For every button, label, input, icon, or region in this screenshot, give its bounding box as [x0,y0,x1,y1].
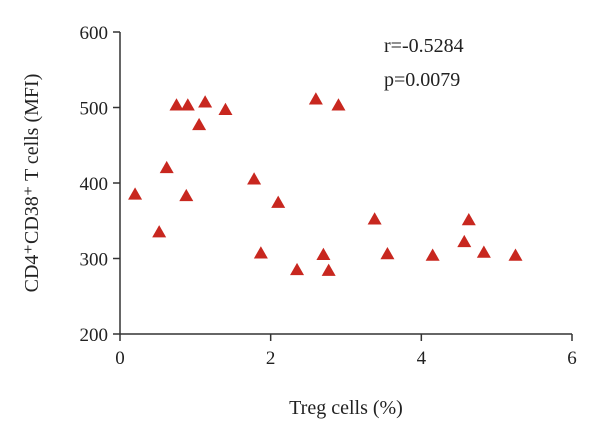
data-point-triangle [198,95,213,108]
y-tick-label: 500 [80,99,109,120]
x-ticks: 0 2 4 6 [115,334,577,369]
data-point-triangle [331,98,346,111]
data-point-triangle [316,247,331,260]
data-point-triangle [290,262,305,276]
y-axis-title: CD4⁺CD38⁺ T cells (MFI) [21,74,43,293]
y-ticks: 200 300 400 500 600 [80,23,120,346]
y-axis: 200 300 400 500 600 [80,23,121,346]
x-tick-label: 4 [417,348,427,369]
x-tick-label: 0 [115,348,125,369]
data-point-triangle [247,172,262,185]
data-point-triangle [128,187,143,200]
y-tick-label: 200 [80,325,109,346]
data-point-triangle [253,246,268,259]
p-value-annotation: p=0.0079 [384,69,460,91]
data-point-triangle [380,246,395,260]
data-point-triangle [457,234,472,248]
data-point-triangle [180,98,195,111]
data-point-triangle [169,98,184,111]
data-point-triangle [152,225,167,238]
data-point-triangle [508,248,523,261]
data-point-triangle [308,92,323,105]
x-tick-label: 2 [266,348,276,369]
data-point-triangle [425,248,440,261]
y-tick-label: 600 [80,23,109,44]
data-points [128,92,523,276]
x-axis: 0 2 4 6 [115,333,577,369]
y-tick-label: 400 [80,174,109,195]
x-tick-label: 6 [567,348,577,369]
data-point-triangle [461,212,476,226]
y-tick-label: 300 [80,250,109,271]
data-point-triangle [192,117,207,131]
data-point-triangle [159,160,174,174]
data-point-triangle [218,102,233,116]
data-point-triangle [367,212,382,225]
data-point-triangle [179,188,194,202]
data-point-triangle [476,245,491,258]
correlation-r-annotation: r=-0.5284 [384,35,464,57]
data-point-triangle [321,263,336,276]
data-point-triangle [271,195,286,208]
x-axis-title: Treg cells (%) [289,397,403,419]
